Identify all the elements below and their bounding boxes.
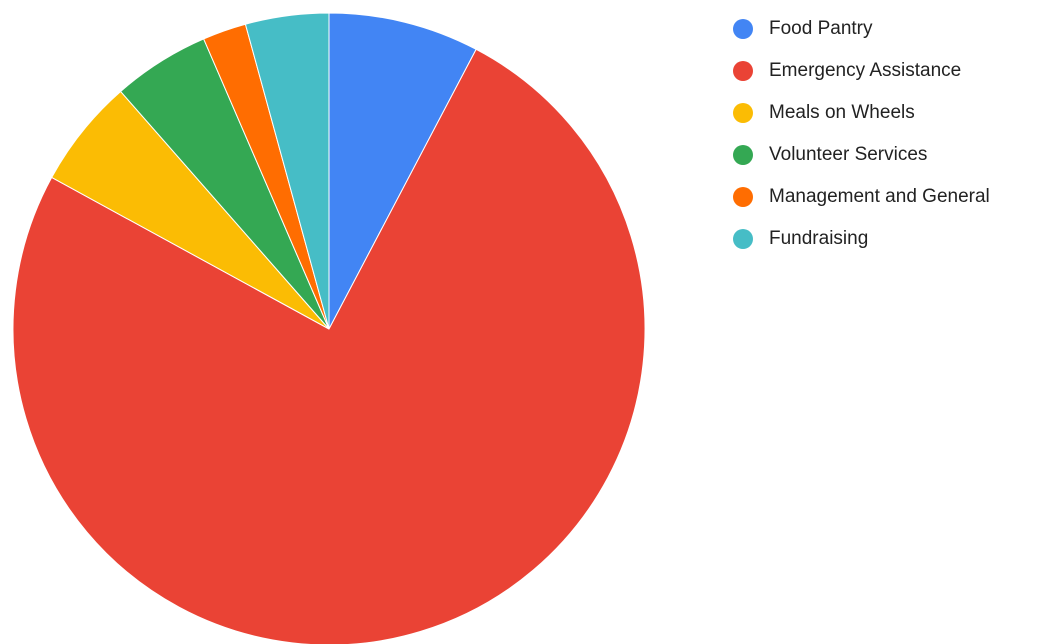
pie-slice-fundraising[interactable] [244,12,330,330]
legend-swatch-meals-on-wheels [733,103,753,123]
legend-swatch-food-pantry [733,19,753,39]
legend-item-food-pantry[interactable]: Food Pantry [733,8,990,50]
legend-label-meals-on-wheels: Meals on Wheels [769,102,915,123]
legend-swatch-emergency-assistance [733,61,753,81]
legend-item-volunteer-services[interactable]: Volunteer Services [733,134,990,176]
legend-label-fundraising: Fundraising [769,228,869,249]
legend-swatch-volunteer-services [733,145,753,165]
legend-label-management-and-general: Management and General [769,186,990,207]
legend-label-volunteer-services: Volunteer Services [769,144,928,165]
legend-item-management-and-general[interactable]: Management and General [733,176,990,218]
legend-swatch-fundraising [733,229,753,249]
legend-item-emergency-assistance[interactable]: Emergency Assistance [733,50,990,92]
legend-label-emergency-assistance: Emergency Assistance [769,60,962,81]
chart-legend: Food Pantry Emergency Assistance Meals o… [733,8,990,260]
legend-item-fundraising[interactable]: Fundraising [733,218,990,260]
pie-slice-food-pantry[interactable] [328,12,477,330]
legend-item-meals-on-wheels[interactable]: Meals on Wheels [733,92,990,134]
legend-label-food-pantry: Food Pantry [769,18,873,39]
pie-slice-emergency-assistance[interactable] [12,48,646,644]
legend-swatch-management-and-general [733,187,753,207]
pie-plot-area [12,12,646,644]
